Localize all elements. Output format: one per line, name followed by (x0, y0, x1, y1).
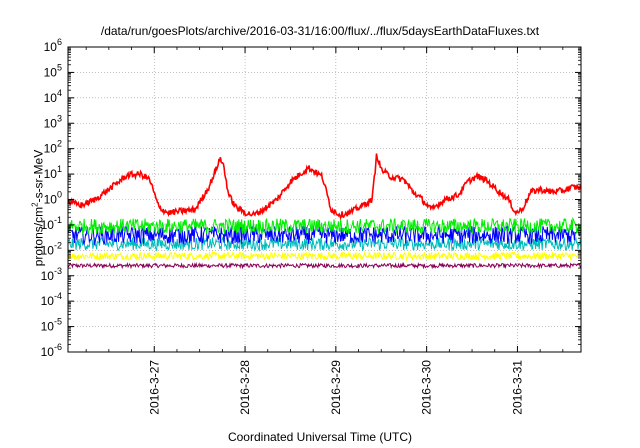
y-axis-label-post: -s-sr-MeV (31, 149, 46, 203)
series-line (67, 153, 582, 221)
x-tick-label: 2016-3-31 (510, 360, 524, 415)
series-line (67, 225, 582, 246)
x-axis-label: Coordinated Universal Time (UTC) (227, 430, 413, 444)
x-tick-label: 2016-3-30 (420, 360, 434, 415)
series-line (67, 235, 582, 252)
x-tick-label: 2016-3-27 (147, 360, 161, 415)
x-tick-label: 2016-3-29 (329, 360, 343, 415)
y-tick-label: 10-4 (41, 291, 62, 308)
y-tick-label: 102 (44, 139, 62, 156)
series-line (67, 250, 582, 262)
y-tick-label: 10-3 (41, 266, 62, 283)
y-axis-label: protons/cm2-s-sr-MeV (31, 150, 46, 266)
x-axis-ticks: 2016-3-27 2016-3-28 2016-3-29 2016-3-30 2016… (85, 47, 564, 415)
y-tick-label: 10-6 (41, 342, 62, 359)
series-line (67, 261, 582, 270)
y-tick-label: 104 (44, 88, 62, 105)
data-series (67, 153, 582, 270)
y-tick-label: 10-5 (41, 317, 62, 334)
y-axis-label-sup: 2 (30, 202, 40, 207)
chart-title: /data/run/goesPlots/archive/2016-03-31/1… (100, 24, 540, 38)
series-line (67, 216, 582, 236)
y-tick-label: 105 (44, 62, 62, 79)
y-tick-label: 101 (44, 164, 62, 181)
y-tick-label: 100 (44, 190, 62, 207)
plot-background (68, 47, 581, 352)
y-tick-label: 103 (44, 113, 62, 130)
y-tick-label: 106 (44, 37, 62, 54)
x-tick-label: 2016-3-28 (238, 360, 252, 415)
y-axis-label-pre: protons/cm (31, 206, 46, 267)
